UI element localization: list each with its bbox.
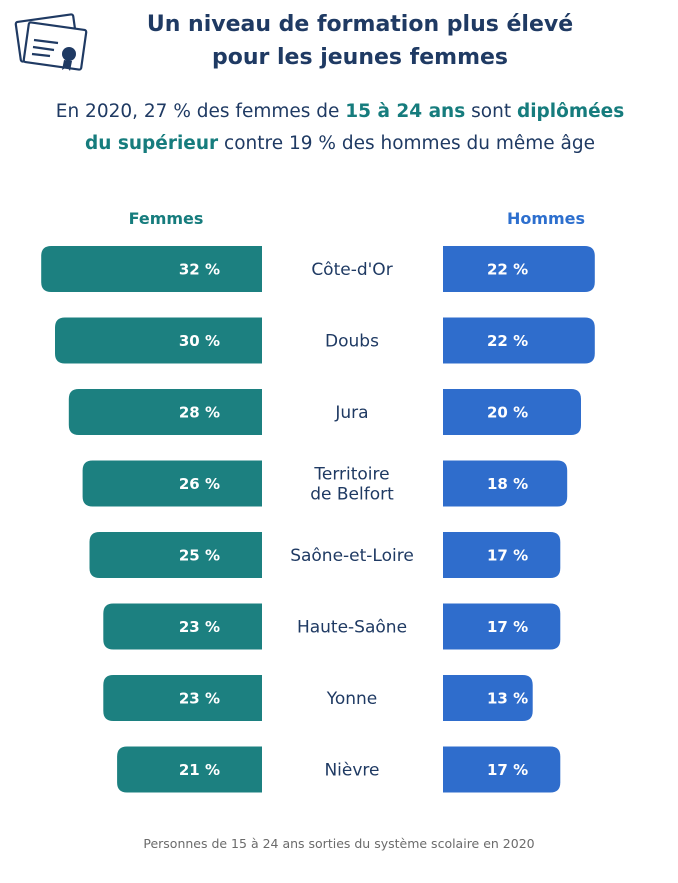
category-label: Saône-et-Loire [290, 546, 414, 566]
data-label-femmes: 30 % [179, 332, 220, 350]
subtitle-line-2: du supérieur contre 19 % des hommes du m… [40, 128, 640, 160]
category-label: Côte-d'Or [311, 260, 392, 280]
category-label: Nièvre [324, 761, 379, 781]
bar-hommes [443, 675, 533, 721]
data-label-hommes: 17 % [487, 547, 528, 565]
data-label-hommes: 20 % [487, 404, 528, 422]
data-label-femmes: 23 % [179, 618, 220, 636]
bar-femmes [41, 246, 263, 292]
subtitle: En 2020, 27 % des femmes de 15 à 24 ans … [40, 96, 640, 160]
bar-hommes [443, 532, 561, 578]
data-label-hommes: 22 % [487, 332, 528, 350]
subtitle-part-c: sont [465, 101, 517, 122]
subtitle-part-d: diplômées [516, 101, 625, 122]
data-label-hommes: 13 % [487, 690, 528, 708]
title-line-1: Un niveau de formation plus élevé [146, 12, 574, 37]
subtitle-part-a: En 2020, 27 % des femmes de [55, 101, 346, 122]
subtitle-part-e: du supérieur [85, 133, 219, 154]
category-label: Haute-Saône [297, 618, 407, 638]
category-label: Yonne [326, 689, 378, 709]
data-label-hommes: 22 % [487, 261, 528, 279]
bar-hommes [443, 460, 568, 507]
bar-femmes [103, 603, 262, 650]
data-label-femmes: 32 % [179, 261, 220, 279]
bar-femmes [103, 675, 262, 721]
category-label: Territoire de Belfort [310, 465, 394, 505]
data-label-femmes: 28 % [179, 404, 220, 422]
diploma-certificate-icon [14, 13, 88, 71]
bar-femmes [55, 317, 262, 364]
subtitle-part-b: 15 à 24 ans [345, 101, 466, 122]
category-label: Doubs [325, 332, 379, 352]
legend-femmes: Femmes [128, 209, 204, 228]
bar-hommes [443, 246, 595, 292]
bar-femmes [82, 460, 262, 507]
bar-hommes [443, 317, 595, 364]
back-to-back-bar-chart: 32 % 22 % Côte-d'Or 30 % 22 % Doubs 28 % 20 % Ju… [41, 246, 595, 793]
bar-femmes [89, 532, 262, 578]
data-label-hommes: 18 % [487, 475, 528, 493]
title-line-2: pour les jeunes femmes [211, 45, 509, 70]
footnote: Personnes de 15 à 24 ans sorties du syst… [143, 836, 535, 851]
data-label-hommes: 17 % [487, 618, 528, 636]
data-label-femmes: 21 % [179, 761, 220, 779]
page-title: Un niveau de formation plus élevé pour l… [110, 8, 610, 74]
legend-hommes: Hommes [506, 209, 586, 228]
data-label-hommes: 17 % [487, 761, 528, 779]
data-label-femmes: 25 % [179, 547, 220, 565]
bar-femmes [117, 746, 262, 793]
subtitle-line-1: En 2020, 27 % des femmes de 15 à 24 ans … [40, 96, 640, 128]
data-label-femmes: 23 % [179, 690, 220, 708]
data-label-femmes: 26 % [179, 475, 220, 493]
category-label: Jura [334, 403, 368, 423]
subtitle-part-f: contre 19 % des hommes du même âge [218, 133, 595, 154]
bar-hommes [443, 389, 581, 435]
bar-hommes [443, 603, 561, 650]
bar-femmes [68, 389, 262, 435]
bar-hommes [443, 746, 561, 793]
